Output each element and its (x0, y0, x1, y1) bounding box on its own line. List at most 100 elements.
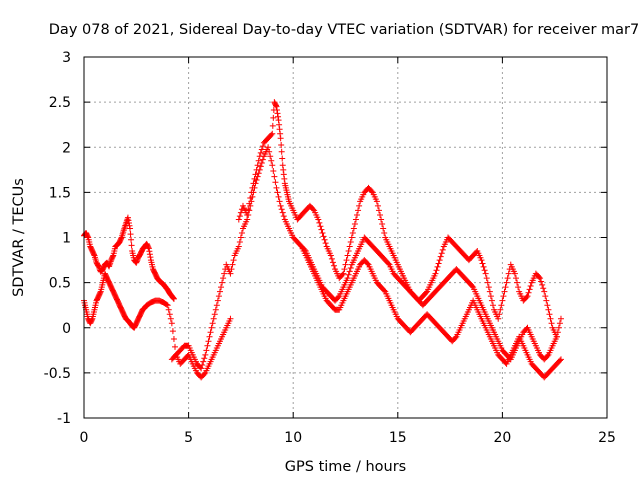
data-point (259, 156, 266, 163)
data-point (245, 206, 252, 213)
data-point (255, 170, 262, 177)
data-point (318, 226, 325, 233)
data-point (488, 297, 495, 304)
data-point (271, 173, 278, 180)
data-point (541, 288, 548, 295)
data-points (81, 99, 564, 381)
data-point (146, 251, 153, 258)
data-point (127, 225, 134, 232)
data-point (377, 211, 384, 218)
data-point (548, 320, 555, 327)
data-point (557, 356, 564, 363)
data-point (432, 270, 439, 277)
plot-frame (83, 56, 608, 419)
data-point (539, 281, 546, 288)
data-point (200, 358, 207, 365)
data-point (88, 316, 95, 323)
data-point (128, 242, 135, 249)
data-point (317, 223, 324, 230)
data-point (545, 306, 552, 313)
data-point (230, 257, 237, 264)
data-point (145, 245, 152, 252)
data-point (269, 130, 276, 137)
data-point (469, 283, 476, 290)
data-point (344, 252, 351, 259)
data-point (247, 195, 254, 202)
data-point (436, 257, 443, 264)
data-point (279, 162, 286, 169)
data-point (167, 315, 174, 322)
data-point (505, 270, 512, 277)
data-point (133, 259, 140, 266)
data-point (257, 149, 264, 156)
data-point (216, 288, 223, 295)
data-point (257, 163, 264, 170)
data-point (170, 295, 177, 302)
data-point (124, 214, 131, 221)
data-point (489, 302, 496, 309)
y-tick-label: 0.5 (49, 276, 71, 292)
data-point (267, 153, 274, 160)
data-point (341, 266, 348, 273)
data-point (205, 338, 212, 345)
data-point (512, 275, 519, 282)
data-point (236, 213, 243, 220)
data-point (219, 279, 226, 286)
data-point (235, 243, 242, 250)
data-point (90, 251, 97, 258)
data-point (433, 267, 440, 274)
data-point (125, 220, 132, 227)
x-axis-label: GPS time / hours (285, 459, 406, 475)
data-point (538, 278, 545, 285)
series-second-lower-branch (168, 144, 564, 381)
data-point (547, 315, 554, 322)
data-point (481, 267, 488, 274)
data-point (536, 273, 543, 280)
data-point (227, 315, 234, 322)
data-point (207, 329, 214, 336)
data-point (220, 275, 227, 282)
data-point (544, 352, 551, 359)
data-point (206, 333, 213, 340)
x-tick-label: 15 (389, 430, 407, 446)
data-point (348, 234, 355, 241)
data-point (345, 248, 352, 255)
data-point (480, 263, 487, 270)
data-point (215, 293, 222, 300)
data-point (486, 288, 493, 295)
data-point (281, 175, 288, 182)
data-point (478, 257, 485, 264)
data-point (169, 328, 176, 335)
data-point (229, 261, 236, 268)
data-point (84, 233, 91, 240)
data-point (483, 275, 490, 282)
data-point (544, 302, 551, 309)
data-point (349, 229, 356, 236)
data-point (170, 336, 177, 343)
data-point (272, 179, 279, 186)
data-point (554, 329, 561, 336)
data-point (255, 157, 262, 164)
data-point (124, 216, 131, 223)
data-point (199, 361, 206, 368)
data-point (203, 347, 210, 354)
data-point (496, 311, 503, 318)
data-point (487, 293, 494, 300)
data-point (381, 287, 388, 294)
data-point (347, 239, 354, 246)
data-point (166, 311, 173, 318)
y-tick-label: 1.5 (49, 185, 71, 201)
data-point (504, 275, 511, 282)
x-tick-label: 0 (80, 430, 89, 446)
data-point (164, 302, 171, 309)
data-point (254, 162, 261, 169)
data-point (330, 262, 337, 269)
data-point (276, 126, 283, 133)
data-point (380, 225, 387, 232)
data-point (270, 167, 277, 174)
data-point (275, 113, 282, 120)
data-point (213, 302, 220, 309)
grid-lines (84, 57, 607, 418)
data-point (374, 202, 381, 209)
